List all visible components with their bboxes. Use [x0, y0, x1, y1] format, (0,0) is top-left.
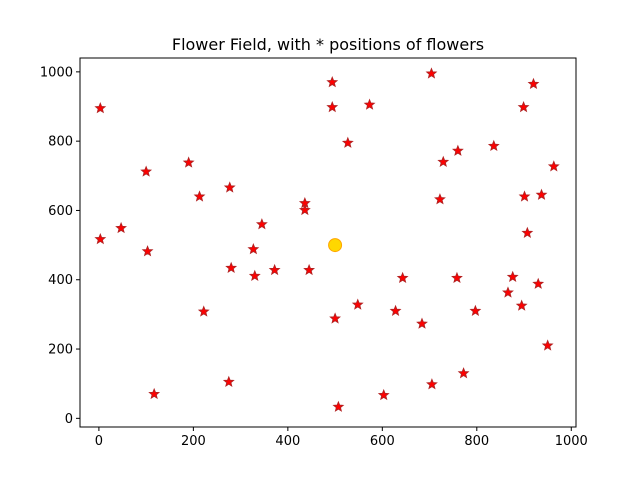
flower-star-marker [502, 286, 514, 298]
flower-star-marker [426, 378, 438, 390]
flower-star-marker [148, 387, 161, 400]
flower-star-marker [532, 277, 545, 289]
y-tick-label: 600 [48, 204, 73, 219]
flower-star-marker [425, 67, 438, 79]
flower-star-marker [377, 388, 390, 401]
flower-star-marker [487, 139, 500, 152]
flower-star-marker [247, 243, 260, 255]
axes-frame [79, 57, 577, 428]
y-tick-label: 800 [48, 135, 73, 150]
plot-area: 0 200 400 600 800 1000 0 200 400 600 800 1000 [40, 57, 588, 449]
flower-star-marker [341, 136, 354, 148]
flower-star-marker [437, 155, 450, 167]
x-tick-label: 1000 [555, 434, 588, 449]
flower-star-marker [547, 160, 560, 172]
flower-star-marker [527, 77, 540, 90]
flower-star-marker [389, 304, 402, 316]
y-tick-label: 1000 [40, 65, 73, 80]
flower-star-marker [115, 221, 127, 234]
x-tick-label: 800 [464, 434, 489, 449]
flower-star-marker [225, 261, 238, 273]
flower-star-marker [193, 190, 206, 202]
flower-star-marker [329, 312, 341, 324]
flower-star-marker [517, 100, 530, 113]
flower-star-marker [222, 375, 235, 387]
flower-star-marker [451, 271, 463, 284]
flower-star-marker [535, 188, 548, 200]
x-tick-label: 0 [95, 434, 103, 449]
flower-star-marker [452, 144, 464, 156]
flower-star-marker [94, 233, 107, 245]
flower-star-marker [255, 218, 268, 230]
flower-star-marker [434, 193, 446, 205]
flower-star-marker [326, 76, 339, 88]
flower-star-marker [396, 271, 409, 284]
flower-star-marker [506, 270, 519, 282]
flower-star-marker [197, 305, 210, 317]
flower-star-marker [326, 100, 339, 113]
flower-star-marker [515, 299, 528, 311]
flower-star-marker [248, 269, 261, 281]
flower-star-marker [518, 190, 531, 202]
flower-star-marker [363, 98, 376, 110]
flower-star-marker [94, 102, 107, 114]
flower-star-marker [303, 263, 316, 276]
flower-star-marker [332, 400, 345, 412]
center-circle-marker [328, 238, 343, 253]
x-tick-label: 200 [181, 434, 206, 449]
flower-star-marker [351, 298, 364, 310]
flower-star-marker [298, 203, 311, 216]
flower-star-marker [223, 181, 236, 193]
flower-star-marker [416, 317, 428, 329]
flower-star-marker [268, 263, 281, 276]
x-tick-label: 400 [275, 434, 300, 449]
y-tick-label: 0 [65, 412, 73, 427]
y-tick-label: 400 [48, 273, 73, 288]
flower-star-marker [469, 304, 482, 316]
flower-star-marker [457, 367, 470, 379]
flower-star-marker [182, 156, 195, 168]
flower-star-marker [140, 165, 153, 177]
y-tick-label: 200 [48, 343, 73, 358]
flower-star-marker [141, 245, 154, 257]
chart-title: Flower Field, with * positions of flower… [172, 35, 484, 54]
x-tick-label: 600 [370, 434, 395, 449]
flower-star-marker [521, 226, 534, 238]
flower-star-marker [541, 339, 554, 351]
